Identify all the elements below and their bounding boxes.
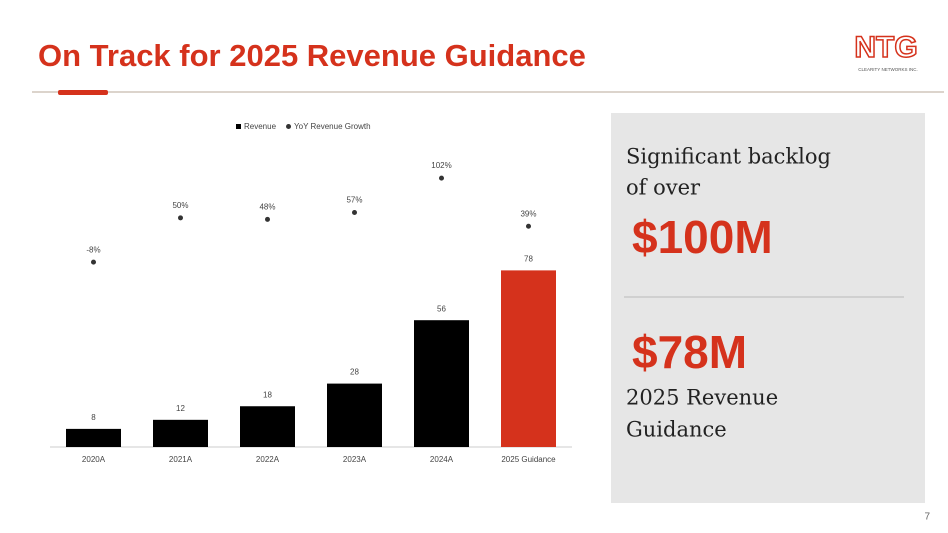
dot [91, 259, 96, 265]
bar [414, 320, 469, 447]
data-label: 50% [172, 201, 188, 210]
legend-label: Revenue [244, 122, 277, 131]
dot [265, 216, 270, 222]
data-label: 102% [431, 161, 451, 170]
logo-subtext: CLEARITY NETWORKS INC. [858, 67, 917, 72]
data-label: 12 [176, 404, 185, 413]
legend-swatch [236, 124, 241, 129]
legend-swatch [286, 124, 292, 129]
bar [501, 270, 556, 447]
panel-text: Guidance [626, 418, 727, 442]
x-tick-label: 2020A [82, 455, 106, 464]
data-label: 56 [437, 304, 446, 313]
dot [352, 209, 357, 215]
data-label: 8 [91, 413, 96, 422]
panel-text: 2025 Revenue [626, 386, 778, 410]
slide-title: On Track for 2025 Revenue Guidance [38, 38, 586, 73]
x-tick-label: 2022A [256, 455, 280, 464]
bar [66, 428, 121, 447]
bar [240, 406, 295, 447]
panel-backlog: $100M [632, 211, 773, 263]
data-label: 39% [520, 209, 536, 218]
dot [178, 215, 183, 221]
x-tick-label: 2021A [169, 455, 193, 464]
panel [611, 113, 925, 503]
data-label: 48% [259, 202, 275, 211]
panel-intro: of over [626, 176, 701, 200]
data-label: 78 [524, 254, 533, 263]
data-label: 18 [263, 390, 272, 399]
panel-intro: Significant backlog [626, 145, 831, 169]
data-label: 57% [346, 196, 362, 205]
legend-label: YoY Revenue Growth [294, 122, 371, 131]
accent [58, 90, 108, 95]
page-number: 7 [924, 512, 930, 523]
dot [526, 223, 531, 229]
dot [439, 175, 444, 181]
logo: NTG [854, 31, 917, 64]
bar [153, 419, 208, 447]
data-label: 28 [350, 368, 359, 377]
x-tick-label: 2024A [430, 455, 454, 464]
bar [327, 383, 382, 447]
data-label: -8% [86, 245, 100, 254]
x-tick-label: 2025 Guidance [501, 455, 556, 464]
x-tick-label: 2023A [343, 455, 367, 464]
panel-guidance: $78M [632, 326, 747, 378]
